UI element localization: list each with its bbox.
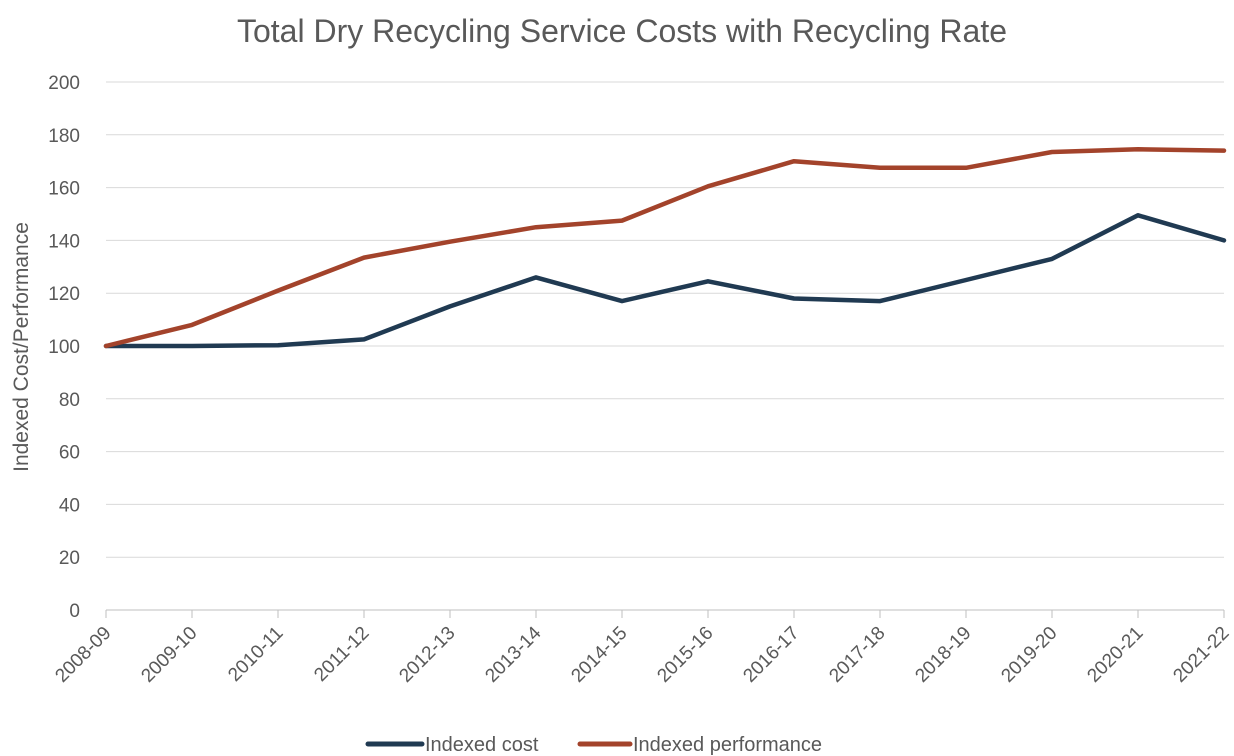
legend-label: Indexed cost [425,734,539,756]
x-tick-label: 2018-19 [911,623,975,687]
y-tick-label: 100 [48,337,80,358]
y-tick-label: 0 [69,601,80,622]
x-tick-label: 2010-11 [224,623,287,686]
legend: Indexed cost Indexed performance [365,734,822,756]
series-lines [103,147,1227,349]
chart-title: Total Dry Recycling Service Costs with R… [237,13,1007,49]
y-axis-ticks: 0 20 40 60 80 100 120 140 160 180 200 [48,73,80,622]
series-line-1 [103,147,1227,349]
y-tick-label: 200 [48,73,80,94]
y-axis-title: Indexed Cost/Performance [10,222,33,472]
x-tick-label: 2011-12 [310,623,373,686]
x-tick-label: 2017-18 [825,623,889,687]
x-tick-label: 2015-16 [653,623,717,687]
y-tick-label: 80 [59,390,80,411]
x-axis [105,609,1225,618]
y-tick-label: 180 [48,126,80,147]
x-tick-label: 2019-20 [997,623,1061,687]
y-tick-label: 160 [48,179,80,200]
y-tick-label: 40 [59,495,80,516]
x-tick-label: 2016-17 [739,623,803,687]
y-tick-label: 120 [48,284,80,305]
x-tick-label: 2013-14 [481,622,545,686]
legend-label: Indexed performance [633,734,822,756]
y-tick-label: 60 [59,443,80,464]
x-tick-label: 2014-15 [567,623,631,687]
x-tick-label: 2020-21 [1083,623,1147,687]
x-tick-label: 2009-10 [137,623,201,687]
x-tick-label: 2008-09 [51,623,115,687]
x-tick-label: 2012-13 [395,623,459,687]
x-axis-ticks: 2008-09 2009-10 2010-11 2011-12 2012-13 2013-… [51,622,1233,686]
y-tick-label: 140 [48,231,80,252]
series-line-0 [103,213,1227,349]
x-tick-label: 2021-22 [1169,623,1233,687]
y-tick-label: 20 [59,548,80,569]
